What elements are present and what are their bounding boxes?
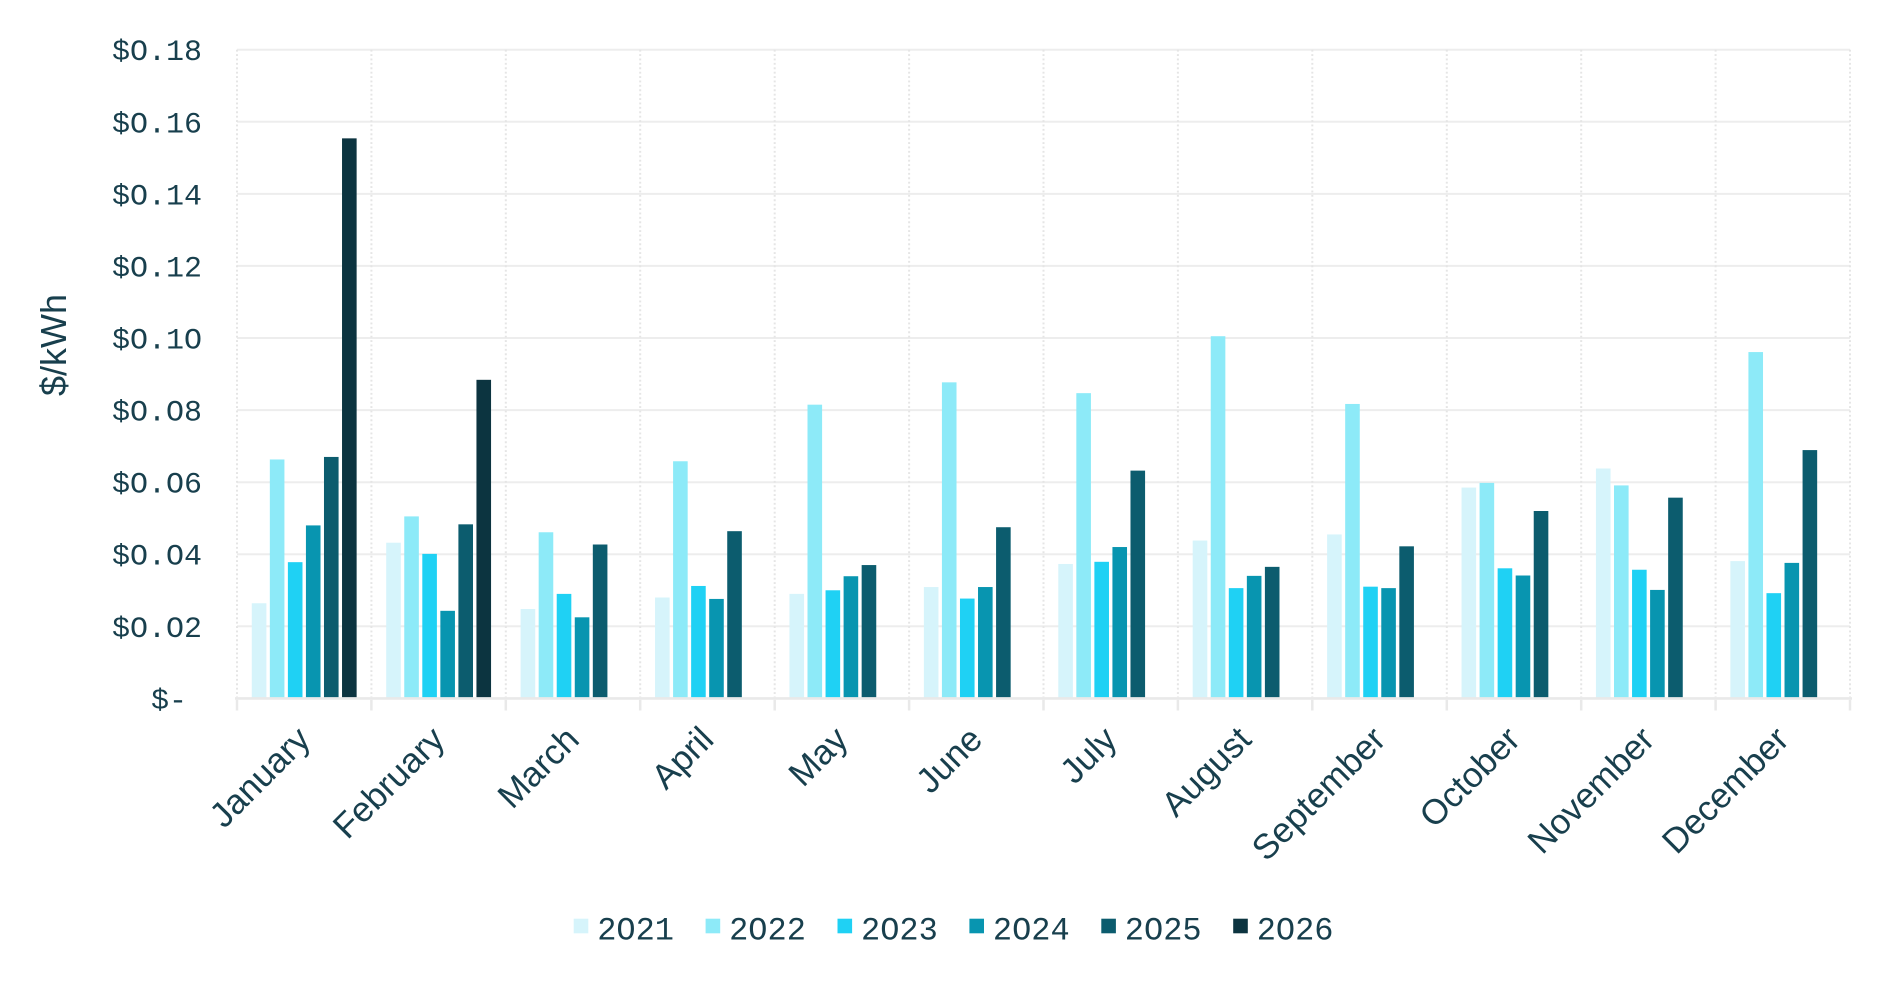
- svg-text:2O22: 2O22: [729, 913, 806, 950]
- svg-text:2O25: 2O25: [1125, 913, 1202, 950]
- svg-text:$O.18: $O.18: [112, 36, 202, 70]
- svg-text:$O.O4: $O.O4: [112, 541, 202, 575]
- svg-text:$-: $-: [151, 685, 187, 719]
- svg-text:$/kWh: $/kWh: [33, 294, 74, 396]
- svg-text:$O.12: $O.12: [112, 252, 202, 286]
- svg-text:2O21: 2O21: [597, 913, 674, 950]
- svg-text:$O.14: $O.14: [112, 180, 202, 214]
- svg-text:$O.16: $O.16: [112, 108, 202, 142]
- svg-text:$O.1O: $O.1O: [112, 325, 202, 359]
- svg-text:$O.O6: $O.O6: [112, 469, 202, 503]
- svg-text:$O.O8: $O.O8: [112, 397, 202, 431]
- svg-text:2O23: 2O23: [861, 913, 938, 950]
- svg-text:2O26: 2O26: [1257, 913, 1334, 950]
- svg-text:$O.O2: $O.O2: [112, 613, 202, 647]
- svg-text:2O24: 2O24: [993, 913, 1070, 950]
